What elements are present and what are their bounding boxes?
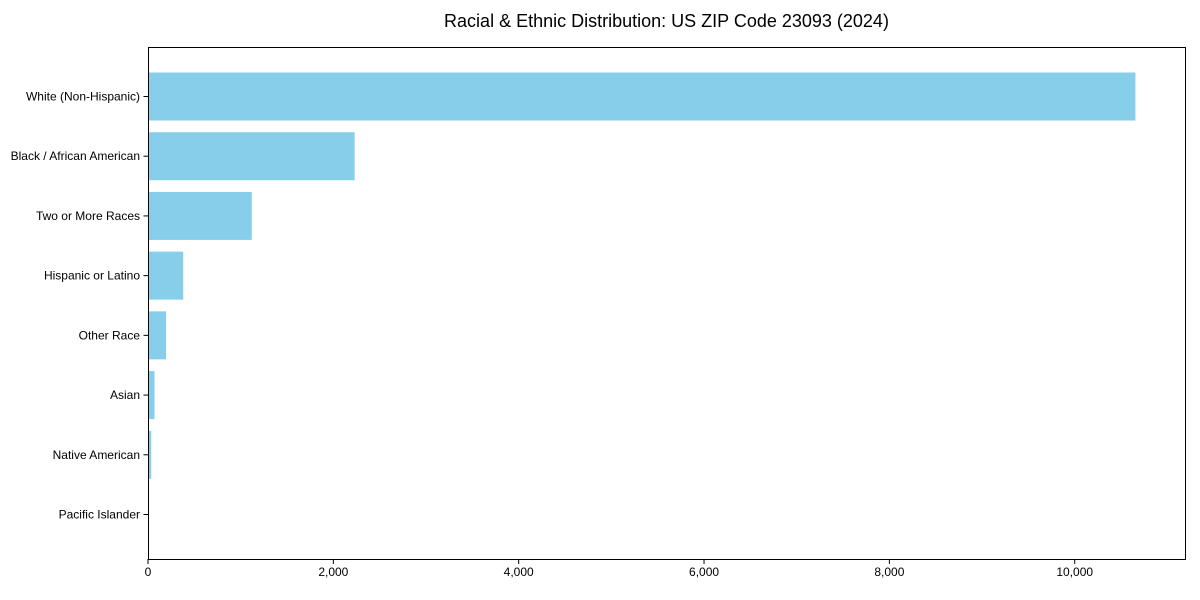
bar: [148, 430, 152, 479]
bar: [148, 191, 252, 240]
y-tick-label: Pacific Islander: [59, 507, 140, 521]
bar: [148, 251, 184, 300]
x-tick-label: 4,000: [504, 565, 534, 579]
y-tick-label: Two or More Races: [36, 209, 140, 223]
x-tick-label: 6,000: [689, 565, 719, 579]
y-tick-label: Other Race: [79, 328, 141, 342]
y-tick-label: Black / African American: [11, 149, 140, 163]
y-tick-label: Native American: [53, 448, 140, 462]
x-tick-label: 10,000: [1056, 565, 1093, 579]
y-tick-label: White (Non-Hispanic): [26, 90, 140, 104]
y-tick-label: Asian: [110, 388, 140, 402]
bar: [148, 132, 355, 181]
bar: [148, 72, 1136, 121]
plot-border: [148, 47, 1186, 560]
x-tick-label: 0: [145, 565, 152, 579]
bar: [148, 311, 167, 360]
x-tick-label: 2,000: [318, 565, 348, 579]
bar: [148, 371, 155, 420]
x-tick-label: 8,000: [874, 565, 904, 579]
chart-title: Racial & Ethnic Distribution: US ZIP Cod…: [444, 11, 889, 31]
y-tick-label: Hispanic or Latino: [44, 269, 140, 283]
